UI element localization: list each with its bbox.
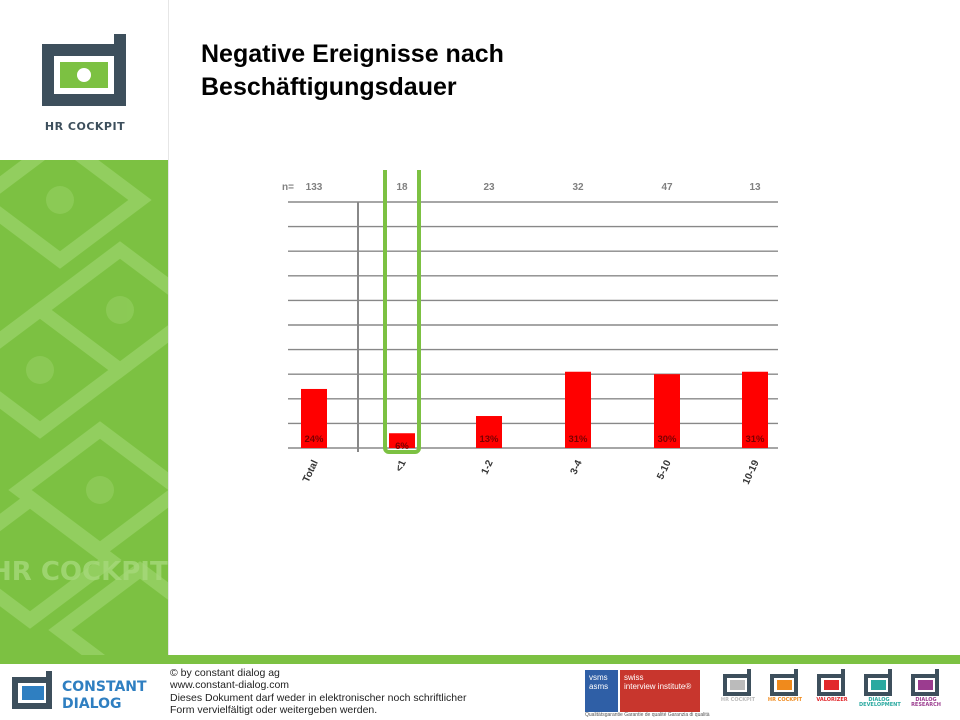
bar-<1 bbox=[389, 433, 415, 448]
footer-text: © by constant dialog ag www.constant-dia… bbox=[170, 667, 466, 716]
sidebar-pattern: HR COCKPIT bbox=[0, 160, 168, 655]
n-value: 18 bbox=[396, 182, 408, 193]
n-value: 47 bbox=[661, 182, 673, 193]
title-line-1: Negative Ereignisse nach bbox=[201, 40, 504, 68]
product-logo: DIALOG DEVELOPMENT bbox=[859, 668, 901, 718]
sidebar-divider bbox=[168, 0, 169, 655]
tick-label: 3-4 bbox=[569, 458, 585, 476]
swiss-label-2: interview institute® bbox=[624, 682, 692, 691]
footer-notice-1: Dieses Dokument darf weder in elektronis… bbox=[170, 691, 467, 704]
data-label: 13% bbox=[479, 434, 499, 445]
product-logo-label: DIALOG DEVELOPMENT bbox=[859, 697, 901, 708]
n-prefix: n= bbox=[282, 182, 294, 193]
n-value: 32 bbox=[572, 182, 584, 193]
vsms-label-1: vsms bbox=[589, 673, 608, 682]
n-value: 23 bbox=[483, 182, 495, 193]
product-logo: DIALOG RESEARCH bbox=[906, 668, 946, 718]
bar-3-4 bbox=[565, 371, 591, 448]
hr-cockpit-icon bbox=[770, 669, 798, 696]
bar-1-2 bbox=[476, 416, 502, 448]
svg-text:HR COCKPIT: HR COCKPIT bbox=[0, 557, 168, 587]
swiss-label-1: swiss bbox=[624, 673, 644, 682]
logo-text: HR COCKPIT bbox=[44, 120, 126, 133]
footer-notice-2: Form vervielfältigt oder weitergeben wer… bbox=[170, 703, 378, 716]
bar-chart: n= 24% 133 Total 6% 18 <1 13% 23 1-2 31% 32 3-4 30% 47… bbox=[270, 154, 790, 510]
footer-copyright: © by constant dialog ag bbox=[170, 667, 280, 679]
product-logo: HR COCKPIT bbox=[765, 668, 805, 718]
footer-url[interactable]: www.constant-dialog.com bbox=[170, 679, 290, 692]
page-title: Negative Ereignisse nach Beschäftigungsd… bbox=[201, 38, 504, 104]
hr-cockpit-icon bbox=[723, 669, 751, 696]
title-line-2: Beschäftigungsdauer bbox=[201, 73, 457, 101]
vsms-badge: vsms asms bbox=[585, 670, 618, 712]
constant-dialog-logo: CONSTANT DIALOG bbox=[10, 669, 170, 715]
tick-label: 10-19 bbox=[741, 458, 762, 486]
bar-chart-svg: n= 24% 133 Total 6% 18 <1 13% 23 1-2 31% 32 3-4 30% 47… bbox=[282, 154, 778, 486]
product-logos: HR COCKPIT HR COCKPIT VALORIZER DIALOG DEVE… bbox=[718, 668, 958, 718]
footer bbox=[0, 664, 960, 720]
hr-cockpit-logo-icon bbox=[30, 30, 140, 140]
n-value: 13 bbox=[749, 182, 761, 193]
n-value: 133 bbox=[306, 182, 323, 193]
bar-5-10 bbox=[654, 374, 680, 448]
data-label: 30% bbox=[657, 434, 677, 445]
swiss-interview-badge: swiss interview institute® bbox=[620, 670, 700, 712]
highlight-frame bbox=[383, 154, 421, 454]
tick-label: 5-10 bbox=[655, 458, 674, 481]
dialog-research-icon bbox=[911, 669, 939, 696]
data-label: 31% bbox=[745, 434, 765, 445]
bar-10-19 bbox=[742, 371, 768, 448]
footer-logo-line2: DIALOG bbox=[62, 696, 121, 712]
data-label: 31% bbox=[568, 434, 588, 445]
footer-logo-line1: CONSTANT bbox=[62, 679, 147, 695]
product-logo: VALORIZER bbox=[812, 668, 852, 718]
tick-label: <1 bbox=[394, 458, 409, 473]
footer-green-bar bbox=[0, 655, 960, 664]
valorizer-icon bbox=[817, 669, 845, 696]
product-logo: HR COCKPIT bbox=[718, 668, 758, 718]
data-label: 6% bbox=[395, 441, 409, 452]
product-logo-label: HR COCKPIT bbox=[767, 697, 803, 703]
sidebar-watermark-pattern: HR COCKPIT bbox=[0, 160, 168, 655]
data-label: 24% bbox=[304, 434, 324, 445]
constant-dialog-logo-icon bbox=[12, 671, 52, 709]
badge-subtitle: Qualitätsgarantie Garantie de qualité Ga… bbox=[585, 712, 710, 718]
product-logo-label: VALORIZER bbox=[816, 697, 848, 703]
product-logo-label: DIALOG RESEARCH bbox=[911, 697, 941, 708]
bar-Total bbox=[301, 388, 327, 448]
tick-label: 1-2 bbox=[480, 458, 496, 476]
vsms-label-2: asms bbox=[589, 682, 609, 691]
dialog-development-icon bbox=[864, 669, 892, 696]
product-logo-label: HR COCKPIT bbox=[720, 697, 756, 703]
sidebar: HR COCKPIT bbox=[0, 0, 168, 655]
tick-label: Total bbox=[301, 458, 321, 484]
